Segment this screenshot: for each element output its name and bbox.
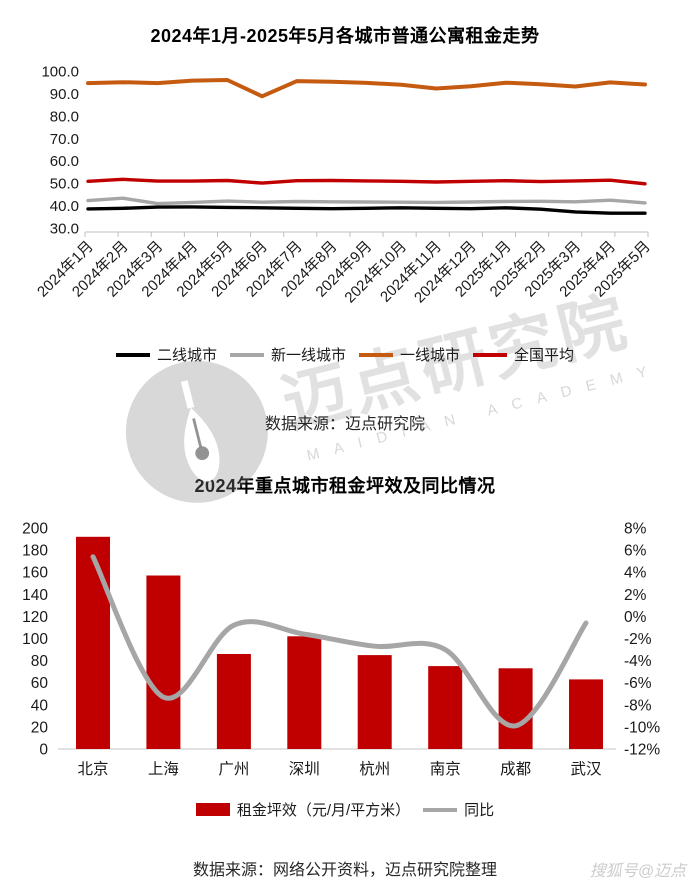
bar-7 <box>569 679 603 749</box>
y-axis-tick-label: 100.0 <box>41 64 79 81</box>
y-axis-tick-label: 40.0 <box>50 198 79 215</box>
left-axis-tick-label: 100 <box>22 631 48 648</box>
x-axis-category-label: 武汉 <box>570 760 602 778</box>
y-axis-tick-label: 50.0 <box>50 176 79 193</box>
y-axis-tick-label: 60.0 <box>50 153 79 170</box>
bar-3 <box>287 636 322 749</box>
x-axis-category-label: 南京 <box>430 760 461 778</box>
right-axis-tick-label: -6% <box>624 675 652 692</box>
right-axis-tick-label: -8% <box>624 697 652 714</box>
legend-swatch <box>229 352 264 357</box>
yoy-line <box>90 554 589 729</box>
left-axis-tick-label: 160 <box>22 565 48 582</box>
left-axis-tick-label: 200 <box>22 521 48 538</box>
left-axis-tick-label: 20 <box>31 719 49 736</box>
x-axis-category-label: 广州 <box>218 760 249 778</box>
legend-label: 租金坪效（元/月/平方米） <box>236 802 411 819</box>
legend-label: 全国平均 <box>514 347 575 364</box>
series-line-0 <box>86 205 647 215</box>
chart1-legend: 二线城市 新一线城市 一线城市 全国平均 <box>0 344 690 365</box>
legend-label: 同比 <box>464 802 495 819</box>
x-axis-category-label: 北京 <box>77 760 108 778</box>
rent-efficiency-bar-chart: 0 20 40 60 80 100 120 140 160 180 200 8% 6% 4% 2% 0% -2%… <box>22 521 660 779</box>
legend-label: 新一线城市 <box>270 347 346 364</box>
legend-item: 二线城市 <box>115 344 217 365</box>
left-axis-tick-label: 140 <box>22 587 48 604</box>
bar-4 <box>357 655 392 749</box>
legend-swatch <box>359 352 393 357</box>
series-line-3 <box>86 177 647 186</box>
legend-item: 租金坪效（元/月/平方米） <box>195 799 411 820</box>
left-axis-tick-label: 40 <box>31 697 49 714</box>
right-axis-tick-label: -4% <box>624 653 652 670</box>
y-axis-tick-label: 90.0 <box>50 86 79 103</box>
y-axis-tick-label: 30.0 <box>50 221 79 238</box>
chart2-title: 2024年重点城市租金坪效及同比情况 <box>194 476 496 496</box>
legend-swatch <box>423 807 458 812</box>
chart2-legend: 租金坪效（元/月/平方米） 同比 <box>0 799 690 820</box>
legend-label: 二线城市 <box>156 347 217 364</box>
legend-item: 一线城市 <box>359 344 460 365</box>
right-axis-tick-label: 4% <box>624 565 647 582</box>
legend-swatch <box>195 803 230 816</box>
legend-swatch <box>115 352 150 357</box>
right-axis-tick-label: -10% <box>624 719 660 736</box>
right-axis-tick-label: -12% <box>624 742 660 759</box>
right-axis-tick-label: 6% <box>624 543 647 560</box>
y-axis-tick-label: 70.0 <box>50 131 79 148</box>
right-axis-tick-label: -2% <box>624 631 652 648</box>
x-axis-category-label: 成都 <box>500 760 531 778</box>
bar-2 <box>216 654 251 749</box>
left-axis-tick-label: 0 <box>39 742 48 759</box>
left-axis-tick-label: 180 <box>22 543 48 560</box>
legend-label: 一线城市 <box>400 347 461 364</box>
x-axis-category-label: 深圳 <box>289 760 320 778</box>
rent-trend-line-chart: 100.090.080.070.060.050.040.030.02024年1月… <box>34 64 654 307</box>
bar-1 <box>146 575 181 749</box>
chart2-source: 数据来源：网络公开资料，迈点研究院整理 <box>192 862 497 879</box>
legend-item: 全国平均 <box>473 344 574 365</box>
legend-item: 新一线城市 <box>229 344 346 365</box>
left-axis-tick-label: 120 <box>22 609 48 626</box>
bar-6 <box>498 668 533 749</box>
bar-0 <box>76 536 110 749</box>
series-line-2 <box>86 78 647 99</box>
right-axis-tick-label: 8% <box>624 521 647 538</box>
x-axis-category-label: 杭州 <box>359 760 390 778</box>
series-line-1 <box>86 196 647 206</box>
legend-item: 同比 <box>423 799 494 820</box>
chart1-title: 2024年1月-2025年5月各城市普通公寓租金走势 <box>150 26 540 46</box>
x-axis-category-label: 上海 <box>148 760 179 778</box>
y-axis-tick-label: 80.0 <box>50 108 79 125</box>
legend-swatch <box>473 352 508 357</box>
right-axis-tick-label: 0% <box>624 609 647 626</box>
bar-5 <box>428 666 463 749</box>
right-axis-tick-label: 2% <box>624 587 647 604</box>
left-axis-tick-label: 80 <box>31 653 49 670</box>
left-axis-tick-label: 60 <box>31 675 49 692</box>
watermark-souhu-badge: 搜狐号@迈点 <box>589 863 686 880</box>
chart1-source: 数据来源：迈点研究院 <box>264 416 425 433</box>
